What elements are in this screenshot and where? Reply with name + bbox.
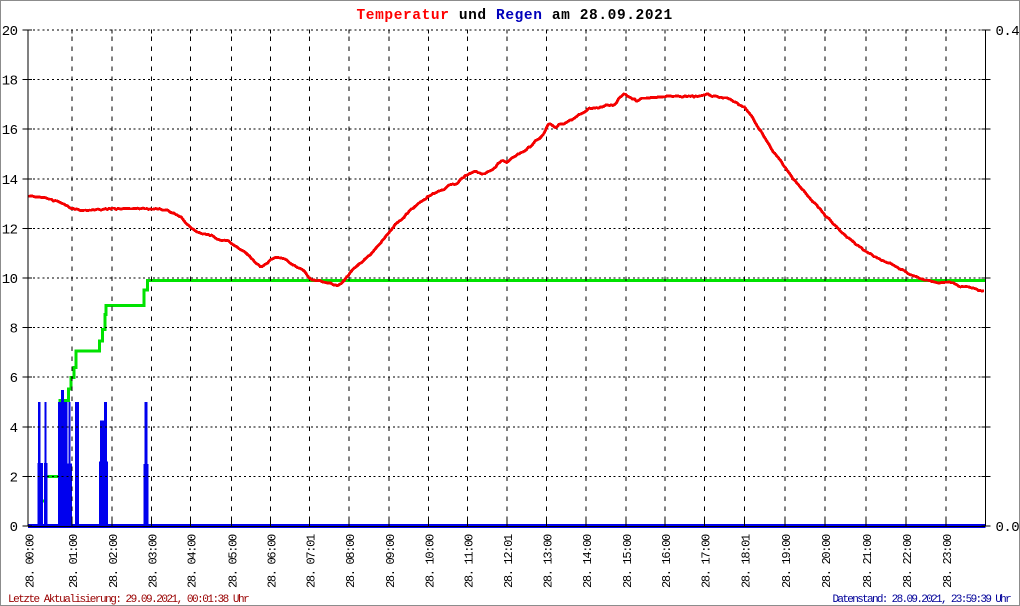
svg-text:28. 10:00: 28. 10:00 bbox=[424, 534, 438, 588]
svg-text:18: 18 bbox=[2, 74, 18, 90]
svg-text:10: 10 bbox=[2, 272, 18, 288]
svg-text:28. 18:01: 28. 18:01 bbox=[740, 534, 754, 588]
svg-text:28. 06:00: 28. 06:00 bbox=[266, 534, 280, 588]
svg-text:28. 14:00: 28. 14:00 bbox=[581, 534, 595, 588]
svg-text:28. 21:00: 28. 21:00 bbox=[861, 534, 875, 588]
svg-text:Letzte Aktualisierung: 29.09.2: Letzte Aktualisierung: 29.09.2021, 00:01… bbox=[8, 594, 249, 605]
svg-text:20: 20 bbox=[2, 24, 18, 40]
svg-text:Temperatur und Regen am 28.09.: Temperatur und Regen am 28.09.2021 bbox=[357, 8, 673, 24]
svg-text:0.4: 0.4 bbox=[996, 24, 1020, 40]
svg-text:0: 0 bbox=[10, 520, 18, 536]
svg-text:16: 16 bbox=[2, 123, 18, 139]
svg-text:28. 05:00: 28. 05:00 bbox=[226, 534, 240, 588]
svg-text:28. 19:00: 28. 19:00 bbox=[780, 534, 794, 588]
svg-text:2: 2 bbox=[10, 470, 18, 486]
svg-text:8: 8 bbox=[10, 322, 18, 338]
svg-text:28. 02:00: 28. 02:00 bbox=[107, 534, 121, 588]
svg-text:28. 17:00: 28. 17:00 bbox=[699, 534, 713, 588]
svg-text:28. 04:00: 28. 04:00 bbox=[185, 534, 199, 588]
svg-text:28. 22:00: 28. 22:00 bbox=[901, 534, 915, 588]
svg-text:14: 14 bbox=[2, 173, 18, 189]
svg-text:28. 09:00: 28. 09:00 bbox=[384, 534, 398, 588]
svg-text:28. 07:01: 28. 07:01 bbox=[304, 534, 318, 588]
svg-text:28. 20:00: 28. 20:00 bbox=[820, 534, 834, 588]
svg-text:28. 11:00: 28. 11:00 bbox=[463, 534, 477, 588]
svg-text:28. 15:00: 28. 15:00 bbox=[621, 534, 635, 588]
svg-text:28. 00:00: 28. 00:00 bbox=[24, 534, 38, 588]
svg-text:Datenstand: 28.09.2021, 23:59:: Datenstand: 28.09.2021, 23:59:39 Uhr bbox=[833, 594, 1012, 605]
svg-text:28. 16:00: 28. 16:00 bbox=[660, 534, 674, 588]
svg-text:28. 12:01: 28. 12:01 bbox=[502, 534, 516, 588]
svg-text:28. 08:00: 28. 08:00 bbox=[344, 534, 358, 588]
svg-text:28. 01:00: 28. 01:00 bbox=[67, 534, 81, 588]
svg-text:4: 4 bbox=[10, 421, 18, 437]
svg-text:12: 12 bbox=[2, 222, 18, 238]
svg-text:28. 13:00: 28. 13:00 bbox=[542, 534, 556, 588]
svg-text:28. 23:00: 28. 23:00 bbox=[941, 534, 955, 588]
svg-text:0.0: 0.0 bbox=[996, 520, 1020, 536]
svg-text:28. 03:00: 28. 03:00 bbox=[147, 534, 161, 588]
svg-text:6: 6 bbox=[10, 371, 18, 387]
